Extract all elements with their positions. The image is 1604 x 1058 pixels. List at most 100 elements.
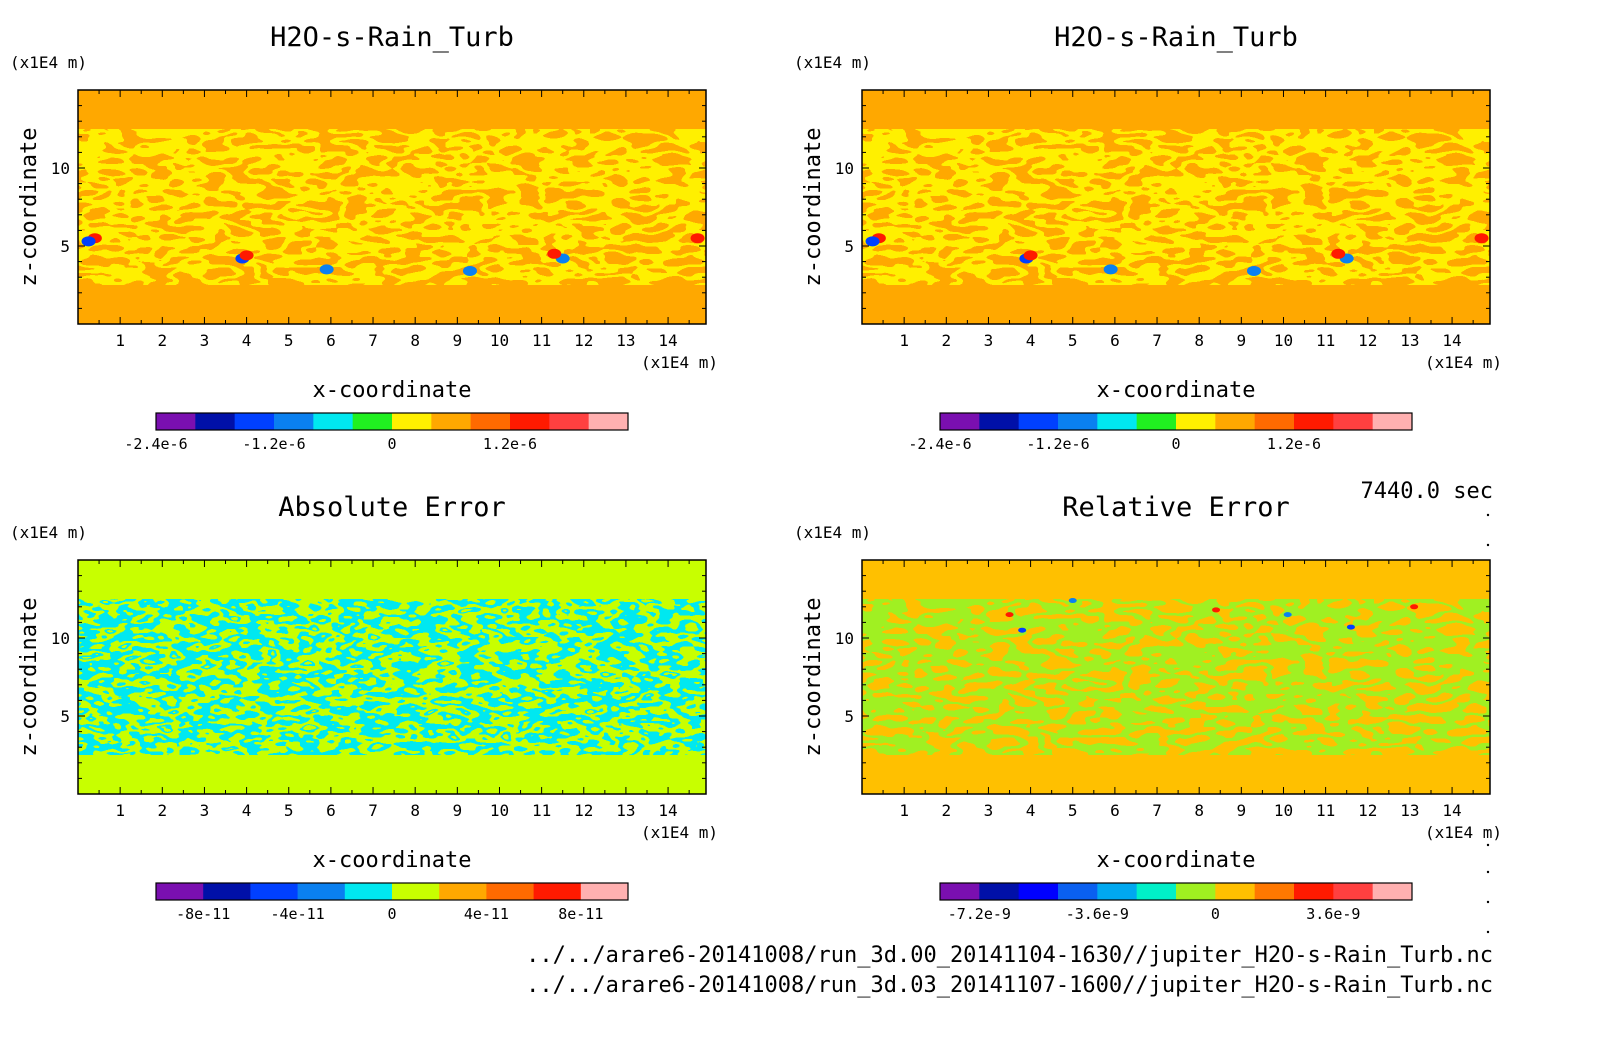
colorbar-swatch bbox=[431, 413, 472, 430]
chart-panel-2: H2O-s-Rain_Turb(x1E4 m)1 2 3 4 5 6 7 8 9 10 11 12 13… bbox=[794, 22, 1502, 453]
colorbar-frame bbox=[155, 412, 629, 431]
x-tick-label: 3 bbox=[984, 331, 994, 350]
colorbar-swatch bbox=[1215, 413, 1256, 430]
x-tick-label: 6 bbox=[1110, 331, 1120, 350]
field-feature bbox=[1331, 248, 1346, 259]
x-tick-label: 9 bbox=[1237, 331, 1247, 350]
colorbar-tick-label: 1.2e-6 bbox=[1267, 435, 1321, 453]
field-feature bbox=[1410, 604, 1419, 610]
turbulence-pattern bbox=[78, 129, 706, 285]
field-feature bbox=[81, 236, 96, 247]
x-tick-label: 10 bbox=[1274, 331, 1293, 350]
chart-title: Relative Error bbox=[1062, 492, 1290, 523]
colorbar-swatch bbox=[1254, 883, 1295, 900]
colorbar-tick-label: -8e-11 bbox=[176, 905, 230, 923]
colorbar-swatch bbox=[1097, 413, 1138, 430]
field-feature bbox=[462, 265, 477, 276]
colorbar-swatch bbox=[203, 883, 251, 900]
plot-frame bbox=[77, 559, 707, 795]
field-feature bbox=[1474, 233, 1489, 244]
colorbar-tick-label: 0 bbox=[387, 435, 396, 453]
colorbar-swatch bbox=[1058, 883, 1098, 900]
x-axis-label: x-coordinate bbox=[1097, 378, 1256, 403]
colorbar-swatch bbox=[510, 413, 550, 430]
field-feature bbox=[1005, 612, 1014, 618]
colorbar-tick-label: -2.4e-6 bbox=[124, 435, 187, 453]
x-tick-label: 4 bbox=[242, 331, 252, 350]
y-axis-label: z-coordinate bbox=[17, 598, 42, 757]
x-tick-label: 3 bbox=[984, 801, 994, 820]
colorbar-swatch bbox=[1333, 883, 1374, 900]
colorbar-swatch bbox=[1176, 413, 1216, 430]
x-tick-label: 6 bbox=[326, 331, 336, 350]
colorbar-swatch bbox=[533, 883, 582, 900]
x-tick-label: 3 bbox=[200, 331, 210, 350]
colorbar-tick-label: -7.2e-9 bbox=[948, 905, 1011, 923]
x-tick-label: 11 bbox=[1316, 331, 1335, 350]
x-unit-label: (x1E4 m) bbox=[641, 823, 718, 842]
x-tick-label: 14 bbox=[1442, 331, 1461, 350]
colorbar-swatch bbox=[580, 883, 629, 900]
colorbar-swatch bbox=[940, 413, 980, 430]
y-axis-label: z-coordinate bbox=[801, 598, 826, 757]
turbulence-pattern bbox=[78, 599, 706, 755]
chart-panel-1: H2O-s-Rain_Turb(x1E4 m)1 2 3 4 5 6 7 8 9 10 11 12 13… bbox=[10, 22, 718, 453]
colorbar-swatch bbox=[979, 883, 1020, 900]
chart-title: Absolute Error bbox=[278, 492, 506, 523]
colorbar-frame bbox=[939, 412, 1413, 431]
x-tick-label: 2 bbox=[157, 331, 167, 350]
turbulence-pattern bbox=[862, 129, 1490, 285]
colorbar-tick-label: -1.2e-6 bbox=[1026, 435, 1089, 453]
colorbar-swatch bbox=[156, 413, 196, 430]
colorbar-swatch bbox=[274, 413, 314, 430]
x-tick-label: 4 bbox=[1026, 331, 1036, 350]
y-tick-label: 10 bbox=[835, 629, 854, 648]
colorbar-tick-label: 0 bbox=[1211, 905, 1220, 923]
x-tick-label: 1 bbox=[899, 801, 909, 820]
x-tick-label: 4 bbox=[1026, 801, 1036, 820]
colorbar-swatch bbox=[344, 883, 393, 900]
field-feature bbox=[547, 248, 562, 259]
y-axis-label: z-coordinate bbox=[17, 128, 42, 287]
x-tick-label: 10 bbox=[490, 331, 509, 350]
x-unit-label: (x1E4 m) bbox=[1425, 823, 1502, 842]
time-label: 7440.0 sec bbox=[1361, 479, 1493, 504]
x-axis-label: x-coordinate bbox=[1097, 848, 1256, 873]
x-tick-label: 14 bbox=[658, 801, 677, 820]
colorbar-swatch bbox=[392, 413, 432, 430]
colorbar-swatch bbox=[156, 883, 204, 900]
field-feature bbox=[1346, 624, 1355, 630]
y-tick-label: 5 bbox=[844, 237, 854, 256]
x-tick-label: 8 bbox=[410, 331, 420, 350]
y-unit-label: (x1E4 m) bbox=[10, 523, 87, 542]
x-tick-label: 5 bbox=[284, 331, 294, 350]
x-tick-label: 8 bbox=[1194, 801, 1204, 820]
turbulence-pattern bbox=[862, 599, 1490, 755]
x-tick-label: 13 bbox=[1400, 331, 1419, 350]
colorbar-swatch bbox=[486, 883, 535, 900]
colorbar-swatch bbox=[549, 413, 590, 430]
x-tick-label: 10 bbox=[1274, 801, 1293, 820]
x-tick-label: 5 bbox=[1068, 801, 1078, 820]
colorbar-swatch bbox=[1254, 413, 1295, 430]
x-tick-label: 14 bbox=[1442, 801, 1461, 820]
colorbar-frame bbox=[155, 882, 629, 901]
colorbar-tick-label: -4e-11 bbox=[271, 905, 325, 923]
x-tick-label: 13 bbox=[1400, 801, 1419, 820]
colorbar-swatch bbox=[439, 883, 487, 900]
colorbar-swatch bbox=[297, 883, 346, 900]
x-tick-label: 7 bbox=[368, 801, 378, 820]
colorbar-swatch bbox=[313, 413, 354, 430]
y-tick-label: 5 bbox=[60, 707, 70, 726]
field-feature bbox=[1103, 264, 1118, 275]
colorbar-tick-label: 1.2e-6 bbox=[483, 435, 537, 453]
colorbar-swatch bbox=[1372, 883, 1413, 900]
colorbar-swatch bbox=[1018, 883, 1059, 900]
colorbar-swatch bbox=[1018, 413, 1059, 430]
y-unit-label: (x1E4 m) bbox=[10, 53, 87, 72]
colorbar-tick-label: 8e-11 bbox=[558, 905, 603, 923]
colorbar-swatch bbox=[1136, 413, 1177, 430]
x-tick-label: 1 bbox=[899, 331, 909, 350]
x-tick-label: 1 bbox=[115, 331, 125, 350]
x-tick-label: 4 bbox=[242, 801, 252, 820]
